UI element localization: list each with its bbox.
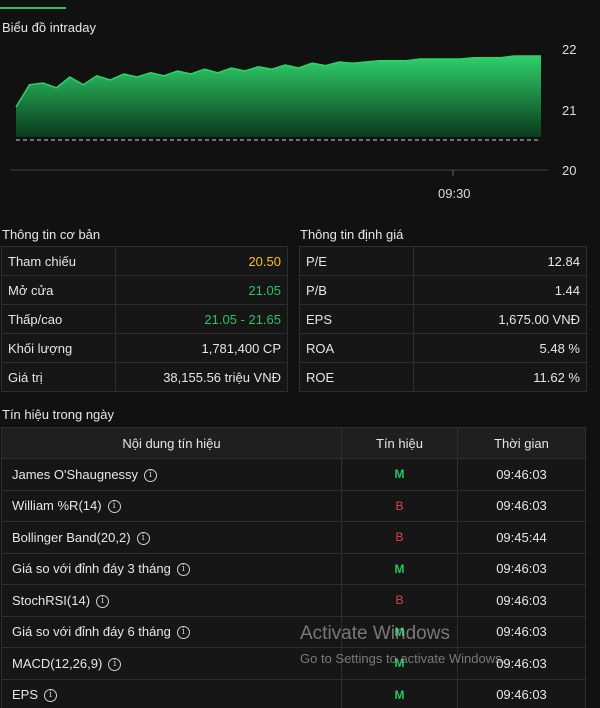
valuation-table: P/E 12.84 P/B 1.44 EPS 1,675.00 VNĐ ROA 5.48 % R… <box>299 246 587 392</box>
basic-info-value: 38,155.56 triệu VNĐ <box>115 362 288 392</box>
signal-row[interactable]: Giá so với đỉnh đáy 3 tháng i M 09:46:03 <box>1 552 586 585</box>
valuation-value: 11.62 % <box>413 362 587 392</box>
signal-value: B <box>341 489 458 522</box>
signal-time: 09:46:03 <box>457 584 586 617</box>
signal-time: 09:46:03 <box>457 458 586 491</box>
signal-row[interactable]: MACD(12,26,9) i M 09:46:03 <box>1 647 586 680</box>
info-icon[interactable]: i <box>176 626 190 640</box>
info-icon[interactable]: i <box>108 657 122 671</box>
signals-title: Tín hiệu trong ngày <box>2 407 115 422</box>
info-icon[interactable]: i <box>107 500 121 514</box>
info-icon[interactable]: i <box>44 689 58 703</box>
info-icon[interactable]: i <box>176 563 190 577</box>
basic-info-value: 21.05 - 21.65 <box>115 304 288 334</box>
signal-name-cell: Giá so với đỉnh đáy 3 tháng i <box>1 552 342 585</box>
signal-name: StochRSI(14) <box>12 592 91 608</box>
basic-info-label: Khối lượng <box>1 333 116 363</box>
basic-info-title: Thông tin cơ bản <box>2 227 101 242</box>
basic-info-row: Mở cửa 21.05 <box>1 275 288 305</box>
signal-value: B <box>341 584 458 617</box>
signal-name-cell: EPS i <box>1 678 342 708</box>
signal-name-cell: James O'Shaugnessy i <box>1 458 342 491</box>
x-tick-label: 09:30 <box>438 186 471 201</box>
valuation-value: 1.44 <box>413 275 587 305</box>
signal-value: M <box>341 458 458 491</box>
signal-value: M <box>341 647 458 680</box>
column-header-content[interactable]: Nội dung tín hiệu <box>1 427 342 459</box>
valuation-row: ROA 5.48 % <box>299 333 587 363</box>
price-line <box>15 55 541 108</box>
valuation-value: 12.84 <box>413 246 587 276</box>
valuation-title: Thông tin định giá <box>300 227 404 242</box>
signal-name: Giá so với đỉnh đáy 3 tháng <box>12 561 171 577</box>
basic-info-label: Giá trị <box>1 362 116 392</box>
signal-name-cell: StochRSI(14) i <box>1 584 342 617</box>
signals-table: Nội dung tín hiệu Tín hiệu Thời gian Jam… <box>1 427 586 708</box>
signal-row[interactable]: EPS i M 09:46:03 <box>1 678 586 708</box>
signal-row[interactable]: James O'Shaugnessy i M 09:46:03 <box>1 458 586 491</box>
basic-info-label: Mở cửa <box>1 275 116 305</box>
signal-value: B <box>341 521 458 554</box>
info-icon[interactable]: i <box>136 531 150 545</box>
signal-time: 09:45:44 <box>457 521 586 554</box>
valuation-value: 1,675.00 VNĐ <box>413 304 587 334</box>
signal-value: M <box>341 678 458 708</box>
signal-row[interactable]: Giá so với đỉnh đáy 6 tháng i M 09:46:03 <box>1 615 586 648</box>
signal-time: 09:46:03 <box>457 552 586 585</box>
signal-time: 09:46:03 <box>457 489 586 522</box>
basic-info-value: 1,781,400 CP <box>115 333 288 363</box>
chart-title: Biểu đồ intraday <box>2 20 96 35</box>
valuation-row: ROE 11.62 % <box>299 362 587 392</box>
basic-info-value: 20.50 <box>115 246 288 276</box>
column-header-time[interactable]: Thời gian <box>457 427 586 459</box>
valuation-label: P/B <box>299 275 414 305</box>
signal-row[interactable]: StochRSI(14) i B 09:46:03 <box>1 584 586 617</box>
basic-info-label: Tham chiếu <box>1 246 116 276</box>
signal-row[interactable]: Bollinger Band(20,2) i B 09:45:44 <box>1 521 586 554</box>
basic-info-table: Tham chiếu 20.50 Mở cửa 21.05 Thấp/cao 21.05 … <box>1 246 288 392</box>
y-tick-label: 22 <box>562 42 576 57</box>
signal-name: EPS <box>12 687 39 703</box>
valuation-row: EPS 1,675.00 VNĐ <box>299 304 587 334</box>
signal-name: Giá so với đỉnh đáy 6 tháng <box>12 624 171 640</box>
valuation-row: P/E 12.84 <box>299 246 587 276</box>
y-tick-label: 20 <box>562 163 576 178</box>
signal-time: 09:46:03 <box>457 647 586 680</box>
signal-name-cell: Giá so với đỉnh đáy 6 tháng i <box>1 615 342 648</box>
info-icon[interactable]: i <box>144 468 158 482</box>
signal-time: 09:46:03 <box>457 615 586 648</box>
signal-name-cell: Bollinger Band(20,2) i <box>1 521 342 554</box>
signal-row[interactable]: William %R(14) i B 09:46:03 <box>1 489 586 522</box>
signal-name: William %R(14) <box>12 498 102 514</box>
signal-name: MACD(12,26,9) <box>12 655 103 671</box>
signal-name: Bollinger Band(20,2) <box>12 529 131 545</box>
signal-name-cell: MACD(12,26,9) i <box>1 647 342 680</box>
info-icon[interactable]: i <box>96 594 110 608</box>
basic-info-row: Thấp/cao 21.05 - 21.65 <box>1 304 288 334</box>
signal-name: James O'Shaugnessy <box>12 466 139 482</box>
basic-info-row: Giá trị 38,155.56 triệu VNĐ <box>1 362 288 392</box>
valuation-value: 5.48 % <box>413 333 587 363</box>
y-tick-label: 21 <box>562 103 576 118</box>
valuation-row: P/B 1.44 <box>299 275 587 305</box>
price-area <box>16 56 541 137</box>
intraday-chart[interactable]: 22 21 20 09:30 <box>0 36 600 206</box>
basic-info-value: 21.05 <box>115 275 288 305</box>
signal-time: 09:46:03 <box>457 678 586 708</box>
active-tab-indicator <box>0 7 66 9</box>
signal-value: M <box>341 552 458 585</box>
valuation-label: ROA <box>299 333 414 363</box>
column-header-signal[interactable]: Tín hiệu <box>341 427 458 459</box>
signal-name-cell: William %R(14) i <box>1 489 342 522</box>
valuation-label: P/E <box>299 246 414 276</box>
signal-value: M <box>341 615 458 648</box>
valuation-label: ROE <box>299 362 414 392</box>
basic-info-row: Tham chiếu 20.50 <box>1 246 288 276</box>
valuation-label: EPS <box>299 304 414 334</box>
basic-info-row: Khối lượng 1,781,400 CP <box>1 333 288 363</box>
basic-info-label: Thấp/cao <box>1 304 116 334</box>
